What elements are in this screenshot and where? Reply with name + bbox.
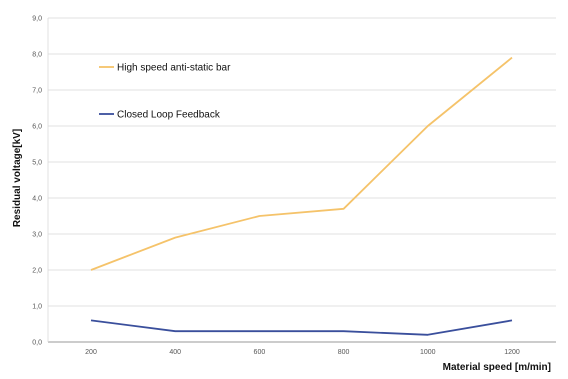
y-axis-title: Residual voltage[kV] <box>12 129 23 227</box>
y-tick-label: 7,0 <box>32 88 42 95</box>
y-tick-label: 8,0 <box>32 52 42 59</box>
legend-label: High speed anti-static bar <box>117 63 231 74</box>
gridlines <box>48 17 556 307</box>
x-tick-label: 1000 <box>420 349 436 356</box>
series-lines <box>90 56 513 336</box>
y-tick-label: 3,0 <box>32 232 42 239</box>
y-tick-label: 2,0 <box>32 268 42 275</box>
x-tick-label: 1200 <box>504 349 520 356</box>
y-tick-labels: 0,0 1,0 2,0 3,0 4,0 5,0 6,0 7,0 8,0 9,0 <box>32 16 42 347</box>
y-tick-label: 1,0 <box>32 304 42 311</box>
y-tick-label: 6,0 <box>32 124 42 131</box>
x-axis-title: Material speed [m/min] <box>443 362 551 373</box>
y-tick-label: 4,0 <box>32 196 42 203</box>
y-tick-label: 9,0 <box>32 16 42 23</box>
x-tick-label: 600 <box>254 349 266 356</box>
series-line-2 <box>90 319 513 336</box>
y-tick-label: 5,0 <box>32 160 42 167</box>
x-tick-labels: 200 400 600 800 1000 1200 <box>85 349 520 356</box>
legend: High speed anti-static bar Closed Loop Fe… <box>99 63 231 121</box>
legend-label: Closed Loop Feedback <box>117 110 221 121</box>
x-tick-label: 200 <box>85 349 97 356</box>
y-tick-label: 0,0 <box>32 340 42 347</box>
series-line-1 <box>90 56 513 271</box>
axes <box>47 18 556 343</box>
x-tick-label: 800 <box>338 349 350 356</box>
x-tick-label: 400 <box>169 349 181 356</box>
